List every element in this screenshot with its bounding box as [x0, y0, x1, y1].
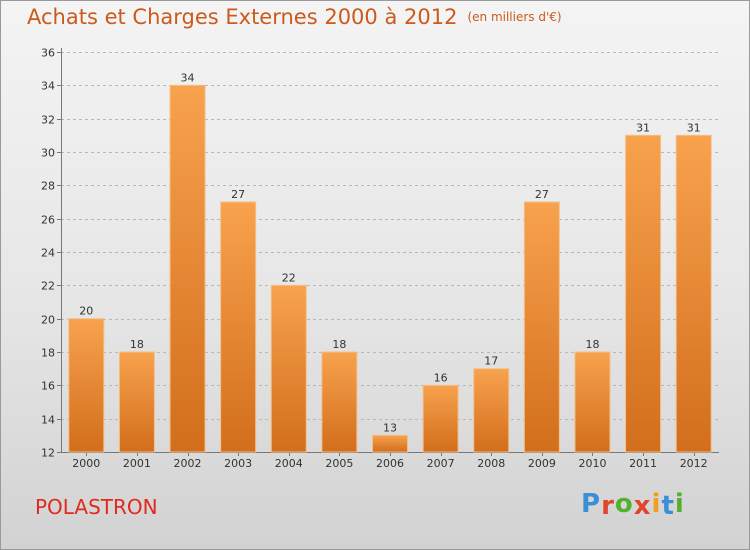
- proxiti-logo[interactable]: Proxiti: [581, 489, 685, 521]
- logo-letter: t: [661, 491, 675, 521]
- y-tick-label: 24: [41, 247, 55, 260]
- data-label: 16: [434, 371, 448, 384]
- y-tick-label: 32: [41, 114, 55, 127]
- data-label: 34: [181, 71, 195, 84]
- logo-letter: i: [651, 489, 662, 519]
- x-tick-label: 2004: [275, 457, 303, 470]
- y-tick-label: 36: [41, 47, 55, 60]
- y-axis: 12 14 16 18 20 22 24 26 28 30 32 34 36: [41, 47, 62, 460]
- x-tick-label: 2000: [72, 457, 100, 470]
- data-label: 31: [687, 121, 701, 134]
- logo-letter: i: [674, 489, 685, 519]
- bar-2004: [270, 284, 307, 453]
- y-tick-label: 30: [41, 147, 55, 160]
- x-tick-label: 2001: [123, 457, 151, 470]
- y-tick-label: 16: [41, 380, 55, 393]
- data-label: 27: [535, 188, 549, 201]
- data-label: 18: [332, 338, 346, 351]
- bar-2005: [321, 351, 358, 453]
- logo-letter: o: [614, 489, 634, 519]
- bar-2006: [372, 434, 408, 453]
- data-label: 13: [383, 421, 397, 434]
- y-tick-label: 18: [41, 347, 55, 360]
- y-tick-label: 12: [41, 447, 55, 460]
- y-tick-label: 14: [41, 414, 55, 427]
- data-label: 18: [585, 338, 599, 351]
- grid-lines: [61, 52, 719, 420]
- data-label: 18: [130, 338, 144, 351]
- x-tick-label: 2010: [578, 457, 606, 470]
- bar-2011: [625, 134, 662, 453]
- data-label: 20: [79, 305, 93, 318]
- title-text: Achats et Charges Externes 2000 à 2012: [27, 5, 458, 29]
- bar-2010: [574, 351, 611, 453]
- data-label: 22: [282, 271, 296, 284]
- x-tick-label: 2009: [528, 457, 556, 470]
- bar-2002: [169, 84, 206, 453]
- logo-letter: P: [581, 489, 602, 519]
- data-label: 31: [636, 121, 650, 134]
- y-tick-label: 28: [41, 180, 55, 193]
- chart-title: Achats et Charges Externes 2000 à 2012 (e…: [27, 5, 562, 29]
- y-tick-label: 20: [41, 314, 55, 327]
- bar-2009: [523, 201, 560, 453]
- y-tick-label: 22: [41, 280, 55, 293]
- logo-letter: x: [633, 491, 652, 521]
- commune-name: POLASTRON: [35, 495, 158, 519]
- data-label: 27: [231, 188, 245, 201]
- y-tick-label: 26: [41, 214, 55, 227]
- x-tick-label: 2007: [427, 457, 455, 470]
- x-axis: 2000 2001 2002 2003 2004 2005 2006 2007 2008 2009…: [61, 452, 719, 470]
- bar-2012: [675, 134, 712, 453]
- bars: [68, 84, 712, 453]
- x-tick-label: 2005: [325, 457, 353, 470]
- x-tick-label: 2006: [376, 457, 404, 470]
- x-tick-label: 2008: [477, 457, 505, 470]
- bar-2001: [118, 351, 155, 453]
- chart-unit: (en milliers d'€): [467, 10, 562, 24]
- x-tick-label: 2011: [629, 457, 657, 470]
- x-tick-label: 2002: [174, 457, 202, 470]
- y-tick-label: 34: [41, 80, 55, 93]
- x-tick-label: 2003: [224, 457, 252, 470]
- bar-2007: [422, 384, 459, 453]
- x-tick-label: 2012: [680, 457, 708, 470]
- data-label: 17: [484, 355, 498, 368]
- logo-letter: r: [601, 491, 615, 521]
- bar-2000: [68, 318, 105, 453]
- bar-2003: [220, 201, 257, 453]
- data-labels: 20 18 34 27 22 18 13 16 17 27 18 31 31: [79, 71, 700, 434]
- bar-2008: [473, 368, 510, 453]
